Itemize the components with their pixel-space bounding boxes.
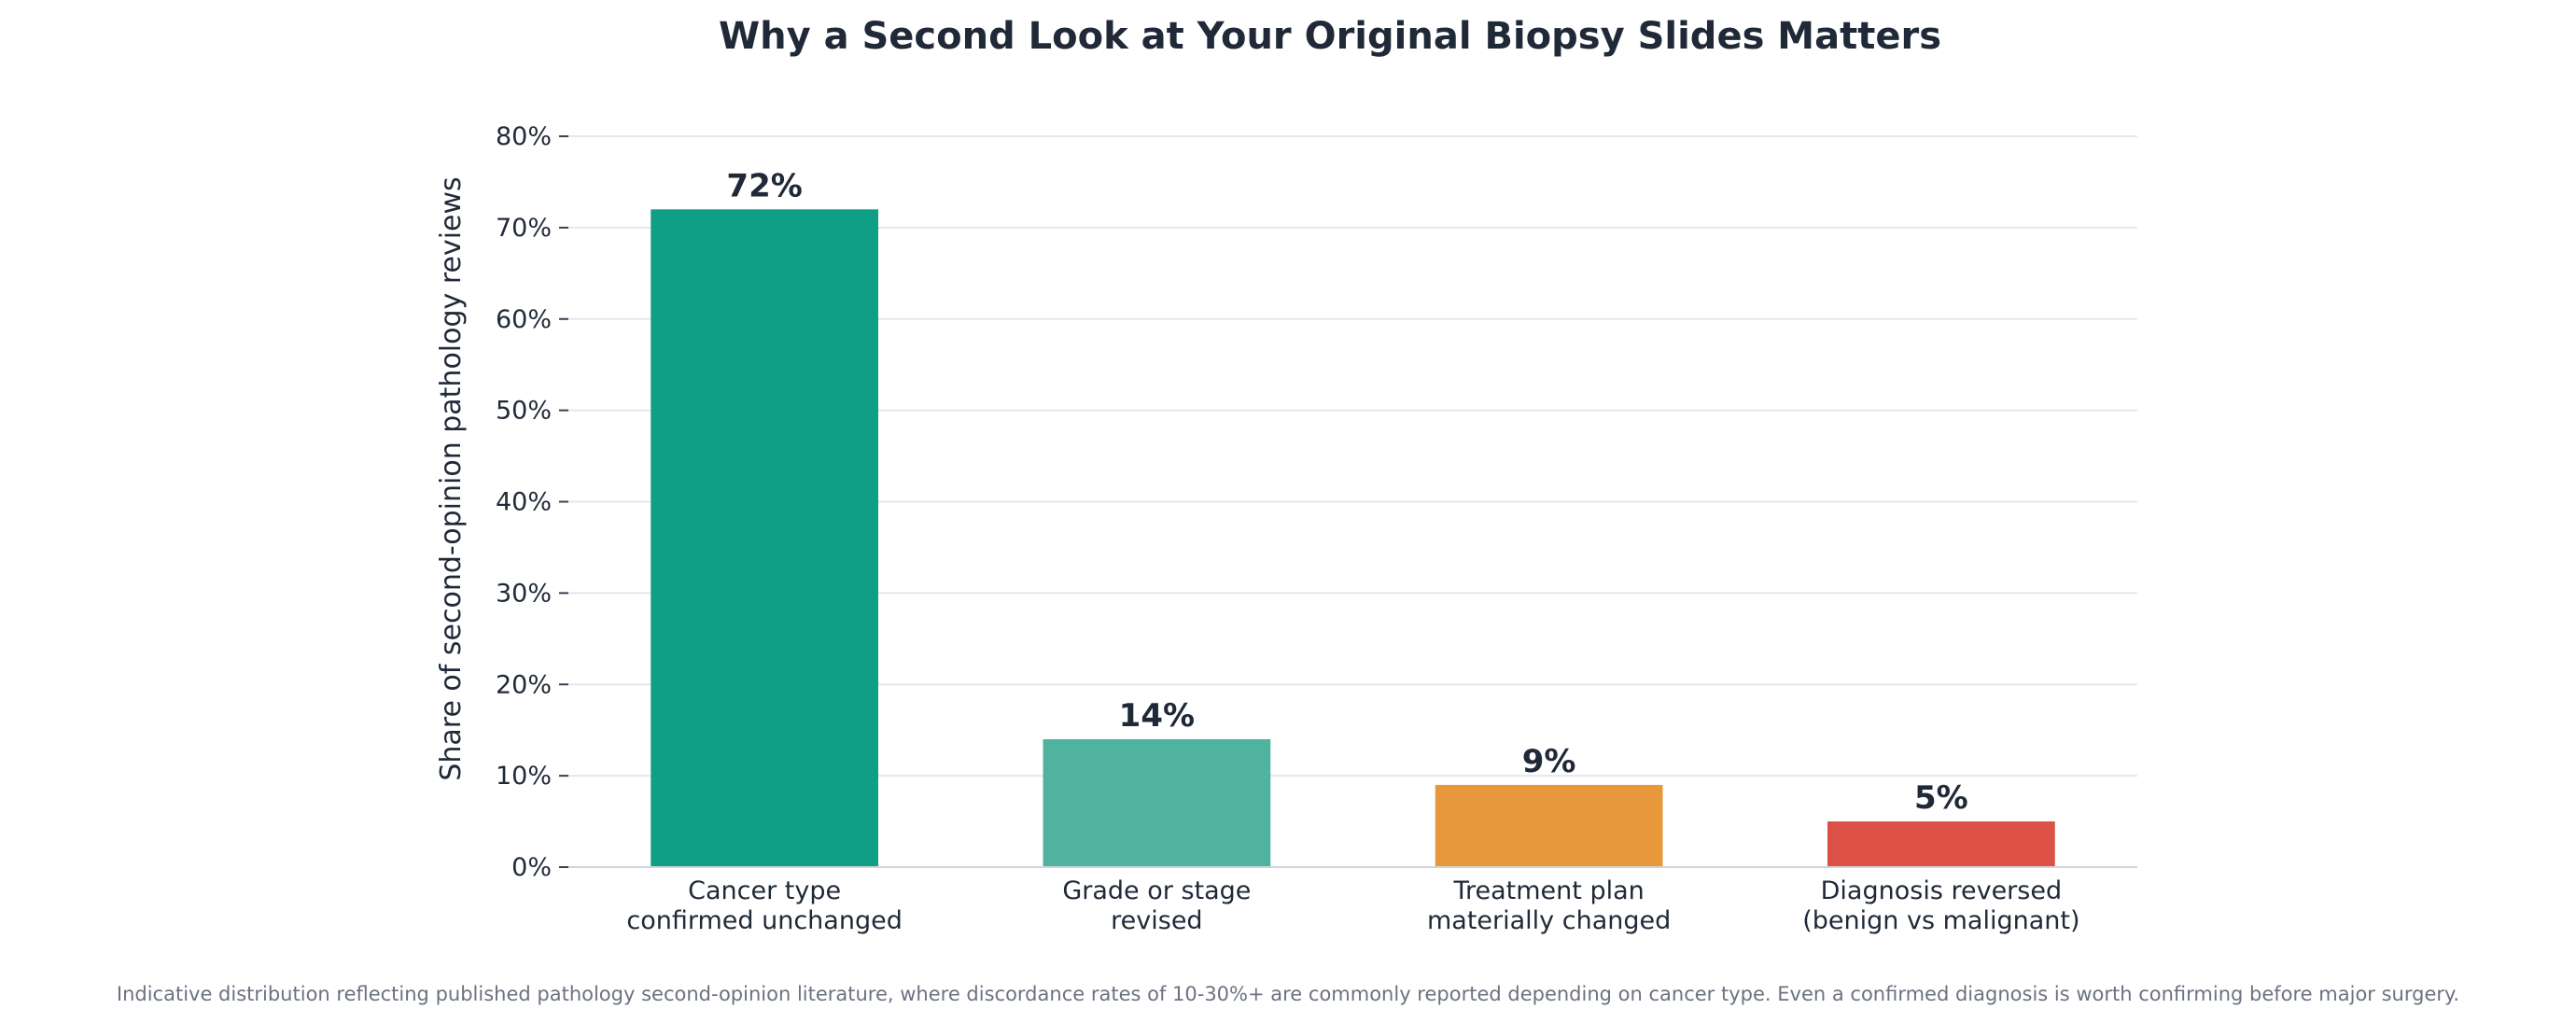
y-tick-label: 70% (496, 214, 552, 243)
x-tick-label: materially changed (1427, 906, 1671, 935)
x-tick-label: confirmed unchanged (626, 906, 902, 935)
x-tick-label: Cancer type (688, 876, 841, 905)
bar (1827, 821, 2055, 867)
y-tick-label: 0% (511, 853, 552, 882)
data-label: 14% (1119, 697, 1195, 735)
data-label: 9% (1522, 743, 1576, 780)
chart-title: Why a Second Look at Your Original Biops… (719, 15, 1941, 58)
footnote: Indicative distribution reflecting publi… (117, 983, 2459, 1005)
x-tick-label: (benign vs malignant) (1802, 906, 2079, 935)
bars: 72% 14% 9% 5% (651, 167, 2055, 868)
y-tick-label: 50% (496, 397, 552, 426)
data-label: 5% (1914, 779, 1968, 817)
y-axis: 0% 10% 20% 30% 40% 50% 60% 70% 80% (496, 122, 568, 882)
x-tick-label: Grade or stage (1062, 876, 1251, 905)
bar (1043, 738, 1271, 867)
y-tick-label: 40% (496, 488, 552, 517)
bar (651, 209, 878, 868)
y-tick-label: 30% (496, 579, 552, 608)
x-tick-label: revised (1111, 906, 1202, 935)
data-label: 72% (726, 167, 802, 204)
y-tick-label: 20% (496, 670, 552, 699)
y-tick-label: 80% (496, 122, 552, 151)
y-axis-label: Share of second-opinion pathology review… (435, 176, 468, 780)
x-tick-label: Treatment plan (1452, 876, 1644, 905)
y-tick-label: 60% (496, 305, 552, 334)
bar (1435, 784, 1663, 867)
y-tick-label: 10% (496, 762, 552, 791)
x-tick-label: Diagnosis reversed (1821, 876, 2062, 905)
